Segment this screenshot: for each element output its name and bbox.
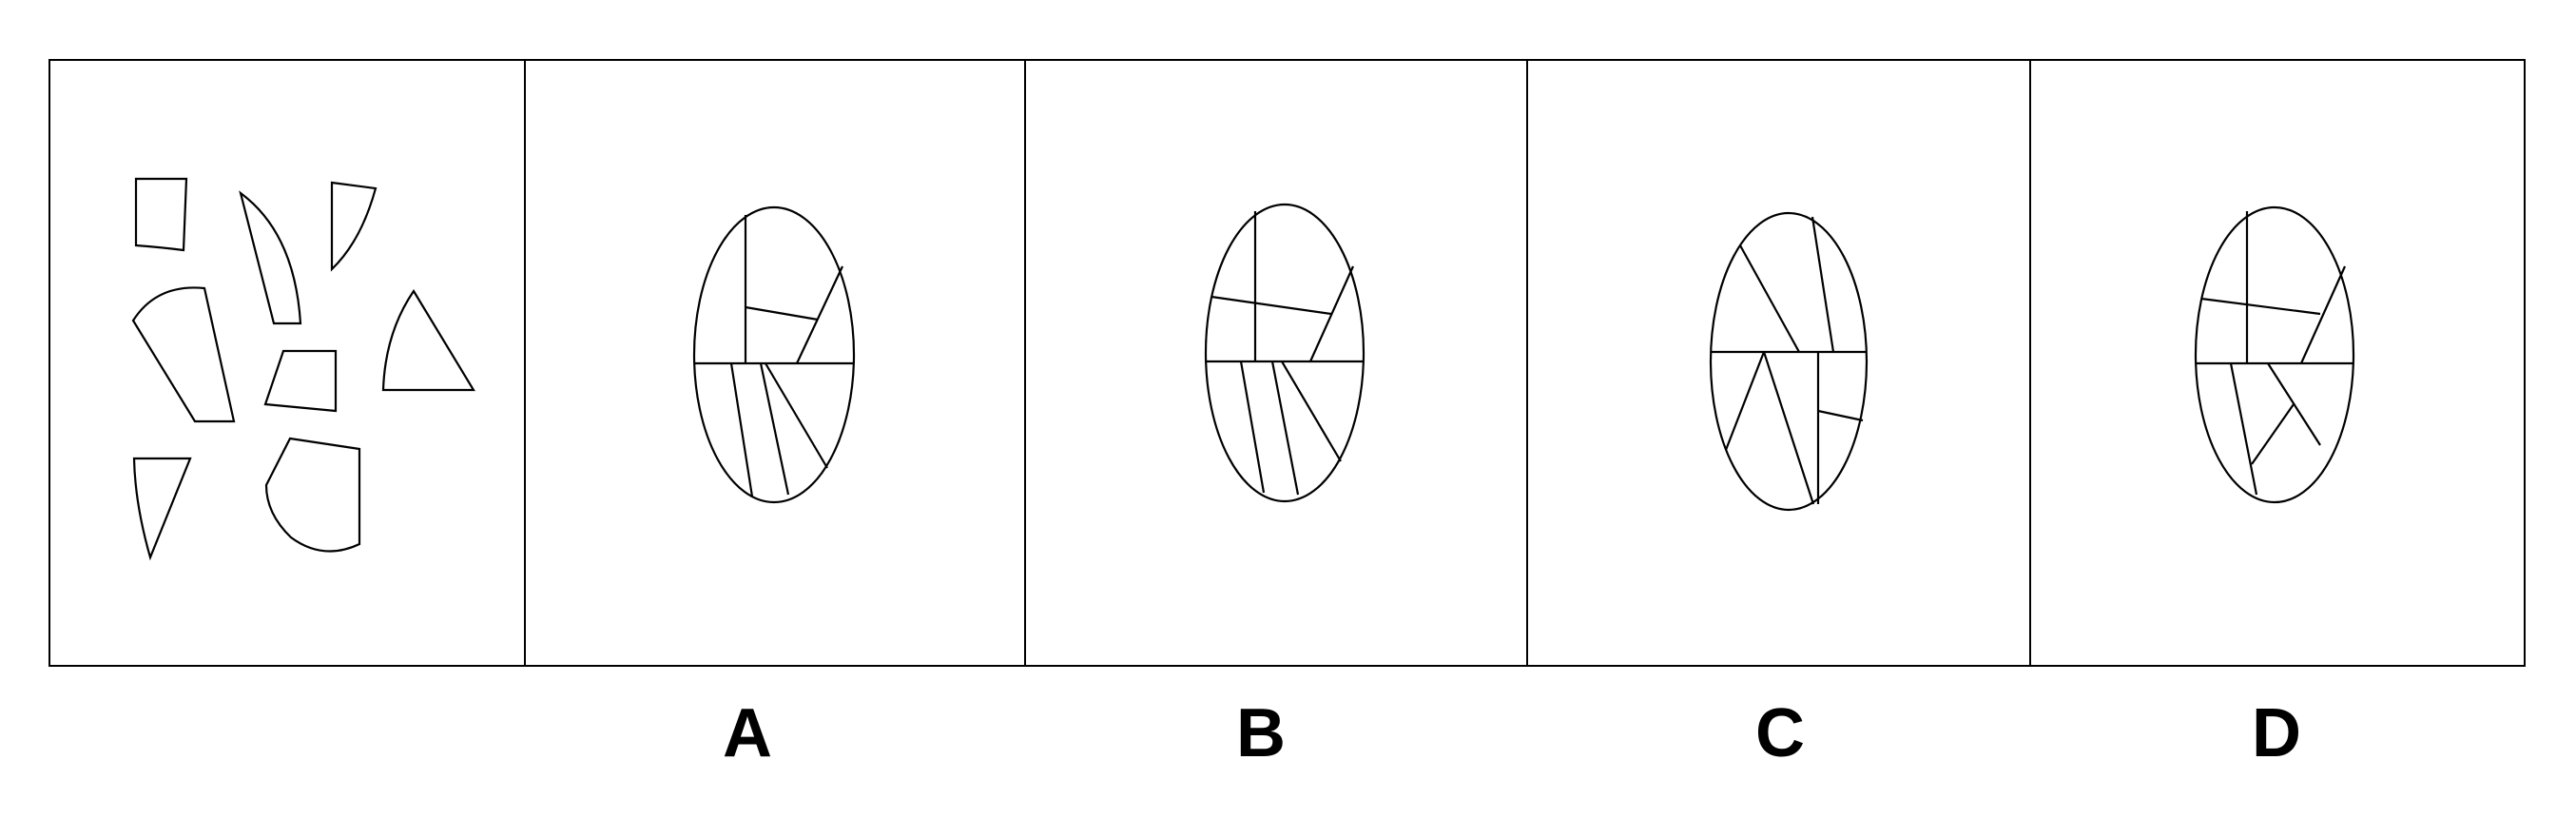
piece-sector-small bbox=[330, 181, 378, 272]
piece-quad-arc bbox=[264, 437, 361, 553]
option-a-label[interactable]: A bbox=[723, 695, 772, 771]
option-d-segment bbox=[2251, 403, 2295, 465]
option-c-segment bbox=[1739, 244, 1800, 353]
option-a-panel bbox=[692, 205, 856, 504]
piece-sector-tall bbox=[239, 190, 302, 325]
piece-sector-large bbox=[131, 286, 236, 423]
option-d-segment bbox=[2299, 265, 2347, 364]
option-a-ellipse bbox=[692, 205, 856, 504]
option-c-segment bbox=[1724, 351, 1766, 451]
option-d-label[interactable]: D bbox=[2252, 695, 2301, 771]
option-c-segment bbox=[1817, 409, 1864, 422]
question-panel bbox=[131, 177, 475, 561]
option-c-segment bbox=[1811, 216, 1835, 353]
option-b-ellipse bbox=[1204, 203, 1365, 503]
option-a-segment bbox=[729, 362, 754, 497]
option-d-segment bbox=[2229, 362, 2258, 496]
option-b-segment bbox=[1308, 265, 1355, 362]
option-c-ellipse bbox=[1709, 211, 1869, 512]
option-b-segment bbox=[1281, 361, 1342, 462]
figure-frame bbox=[48, 59, 2526, 667]
piece-triangle-arc bbox=[381, 288, 475, 392]
option-a-segment bbox=[796, 265, 843, 364]
piece-trapezoid bbox=[263, 349, 338, 413]
option-c-label[interactable]: C bbox=[1755, 695, 1805, 771]
option-d-segment bbox=[2200, 297, 2321, 316]
option-a-segment bbox=[759, 362, 790, 496]
option-b-segment bbox=[1211, 295, 1332, 316]
option-b-segment bbox=[1239, 361, 1266, 494]
piece-triangle-small bbox=[132, 457, 192, 561]
option-d-ellipse bbox=[2194, 205, 2355, 504]
option-b-label[interactable]: B bbox=[1236, 695, 1286, 771]
option-c-panel bbox=[1709, 211, 1869, 512]
option-c-segment bbox=[1762, 351, 1815, 505]
option-b-panel bbox=[1204, 203, 1365, 503]
option-d-segment bbox=[2267, 362, 2321, 446]
option-a-segment bbox=[765, 362, 828, 469]
option-d-panel bbox=[2194, 205, 2355, 504]
option-b-segment bbox=[1270, 361, 1300, 496]
piece-quad-small bbox=[134, 177, 188, 252]
option-a-segment bbox=[745, 305, 819, 322]
